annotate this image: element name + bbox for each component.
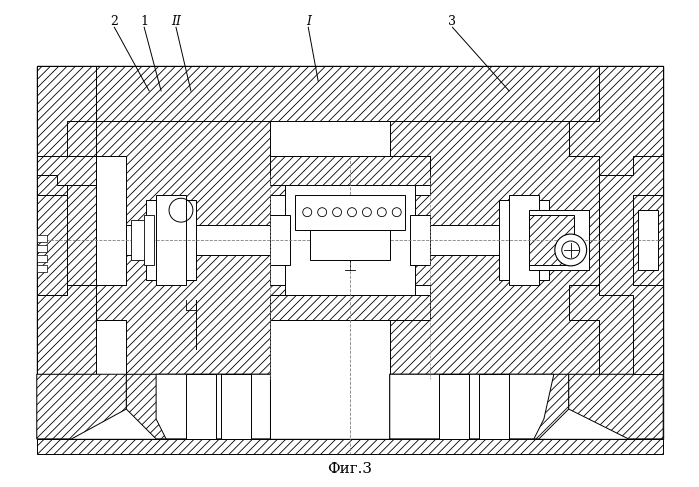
Bar xyxy=(96,66,598,121)
Polygon shape xyxy=(37,66,127,374)
Circle shape xyxy=(555,234,586,266)
Bar xyxy=(221,374,250,439)
Circle shape xyxy=(317,207,326,217)
Polygon shape xyxy=(96,121,310,374)
Circle shape xyxy=(362,207,371,217)
Bar xyxy=(633,195,663,285)
Bar xyxy=(310,230,390,260)
Circle shape xyxy=(392,207,401,217)
Polygon shape xyxy=(390,374,554,439)
Bar xyxy=(440,374,469,439)
Polygon shape xyxy=(37,121,96,186)
Text: II: II xyxy=(171,15,181,28)
Bar xyxy=(480,374,509,439)
Bar xyxy=(285,186,415,295)
Bar xyxy=(499,200,549,280)
Polygon shape xyxy=(569,374,663,439)
Polygon shape xyxy=(37,374,127,439)
Bar xyxy=(37,195,66,295)
Circle shape xyxy=(333,207,342,217)
Circle shape xyxy=(303,207,312,217)
Text: 2: 2 xyxy=(110,15,118,28)
Polygon shape xyxy=(390,121,598,374)
Bar xyxy=(271,215,290,265)
Bar xyxy=(271,155,430,186)
Polygon shape xyxy=(390,374,569,439)
Bar xyxy=(271,295,430,319)
Bar xyxy=(37,439,663,454)
Bar xyxy=(37,265,47,272)
Bar xyxy=(430,225,569,255)
Bar xyxy=(37,255,47,262)
Circle shape xyxy=(347,207,356,217)
Bar xyxy=(529,215,574,265)
Bar xyxy=(37,235,47,242)
Bar xyxy=(127,225,271,255)
Bar xyxy=(144,215,154,265)
Bar xyxy=(529,210,589,270)
Bar xyxy=(410,215,430,265)
Circle shape xyxy=(377,207,387,217)
Polygon shape xyxy=(598,155,663,374)
Text: I: I xyxy=(305,15,311,28)
Bar xyxy=(295,195,405,230)
Bar xyxy=(146,200,196,280)
Bar xyxy=(509,195,539,285)
Polygon shape xyxy=(37,186,96,295)
Polygon shape xyxy=(156,374,271,439)
Polygon shape xyxy=(127,374,271,439)
Bar xyxy=(37,245,47,252)
Bar xyxy=(156,195,186,285)
Bar xyxy=(186,374,216,439)
Bar xyxy=(37,66,663,439)
Text: Фиг.3: Фиг.3 xyxy=(328,462,373,476)
Text: 1: 1 xyxy=(140,15,148,28)
Bar xyxy=(638,210,658,270)
Bar xyxy=(131,220,146,260)
Polygon shape xyxy=(569,66,663,374)
Text: 3: 3 xyxy=(449,15,456,28)
